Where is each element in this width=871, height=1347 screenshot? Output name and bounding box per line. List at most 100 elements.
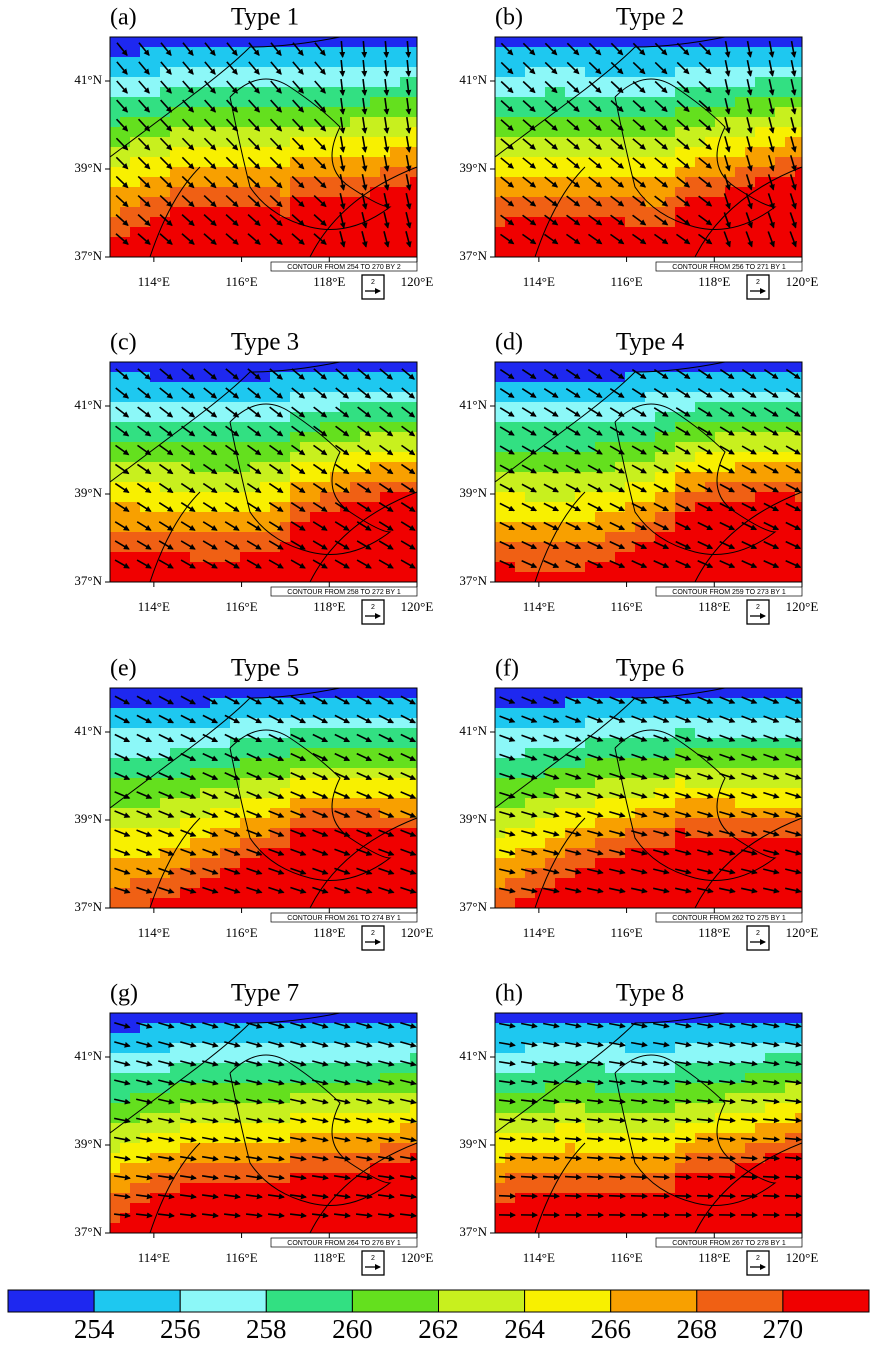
field-cell: [495, 878, 506, 889]
field-cell: [555, 382, 566, 393]
field-cell: [625, 87, 636, 98]
field-cell: [130, 888, 141, 899]
field-cell: [735, 247, 746, 258]
field-cell: [320, 778, 331, 789]
field-cell: [755, 532, 766, 543]
field-cell: [290, 157, 301, 168]
field-cell: [665, 818, 676, 829]
field-cell: [260, 372, 271, 383]
field-cell: [565, 492, 576, 503]
field-cell: [330, 432, 341, 443]
field-cell: [390, 512, 401, 523]
field-cell: [505, 492, 516, 503]
field-cell: [190, 197, 201, 208]
field-cell: [200, 472, 211, 483]
field-cell: [575, 572, 586, 583]
field-cell: [280, 492, 291, 503]
x-tick-label: 118°E: [313, 274, 345, 289]
field-cell: [765, 838, 776, 849]
field-cell: [665, 117, 676, 128]
field-cell: [360, 898, 371, 909]
field-cell: [555, 698, 566, 709]
field-cell: [685, 197, 696, 208]
field-cell: [785, 57, 796, 68]
field-cell: [140, 492, 151, 503]
field-cell: [625, 878, 636, 889]
field-cell: [240, 107, 251, 118]
field-cell: [635, 157, 646, 168]
field-cell: [755, 432, 766, 443]
field-cell: [200, 197, 211, 208]
contour-note: CONTOUR FROM 259 TO 273 BY 1: [672, 589, 786, 596]
field-cell: [160, 572, 171, 583]
field-cell: [310, 167, 321, 178]
field-cell: [350, 798, 361, 809]
field-cell: [390, 97, 401, 108]
field-cell: [775, 512, 786, 523]
field-cell: [625, 542, 636, 553]
field-cell: [400, 798, 411, 809]
field-cell: [110, 512, 121, 523]
field-cell: [645, 522, 656, 533]
y-tick-label: 39°N: [74, 811, 102, 826]
field-cell: [605, 512, 616, 523]
field-cell: [150, 462, 161, 473]
field-cell: [695, 898, 706, 909]
field-cell: [645, 107, 656, 118]
field-cell: [775, 207, 786, 218]
field-cell: [140, 207, 151, 218]
field-cell: [555, 778, 566, 789]
field-cell: [170, 888, 181, 899]
field-cell: [230, 207, 241, 218]
field-cell: [240, 97, 251, 108]
field-cell: [410, 718, 418, 729]
field-cell: [745, 37, 756, 48]
field-cell: [645, 698, 656, 709]
field-cell: [310, 898, 321, 909]
field-cell: [150, 157, 161, 168]
field-cell: [130, 898, 141, 909]
field-cell: [230, 247, 241, 258]
field-cell: [290, 372, 301, 383]
field-cell: [320, 247, 331, 258]
field-cell: [615, 247, 626, 258]
field-cell: [755, 167, 766, 178]
field-cell: [755, 462, 766, 473]
field-cell: [635, 572, 646, 583]
field-cell: [150, 512, 161, 523]
field-cell: [705, 187, 716, 198]
field-cell: [170, 77, 181, 88]
field-cell: [745, 858, 756, 869]
field-cell: [220, 572, 231, 583]
field-cell: [410, 37, 418, 48]
field-cell: [390, 247, 401, 258]
field-cell: [565, 878, 576, 889]
field-cell: [220, 87, 231, 98]
field-cell: [170, 818, 181, 829]
ref-vector-label: 2: [371, 930, 375, 937]
field-cell: [545, 472, 556, 483]
field-cell: [370, 482, 381, 493]
field-cell: [575, 362, 586, 373]
field-cell: [320, 127, 331, 138]
ref-vector-label: 2: [756, 604, 760, 611]
field-cell: [160, 818, 171, 829]
field-cell: [775, 878, 786, 889]
field-cell: [715, 87, 726, 98]
field-cell: [765, 898, 776, 909]
field-cell: [625, 512, 636, 523]
field-cell: [260, 87, 271, 98]
field-cell: [645, 127, 656, 138]
field-cell: [250, 688, 261, 699]
field-cell: [585, 197, 596, 208]
field-cell: [525, 492, 536, 503]
field-cell: [665, 97, 676, 108]
field-cell: [170, 177, 181, 188]
field-cell: [370, 708, 381, 719]
field-cell: [180, 778, 191, 789]
field-cell: [725, 838, 736, 849]
field-cell: [390, 372, 401, 383]
field-cell: [190, 97, 201, 108]
field-cell: [795, 217, 803, 228]
field-cell: [785, 77, 796, 88]
